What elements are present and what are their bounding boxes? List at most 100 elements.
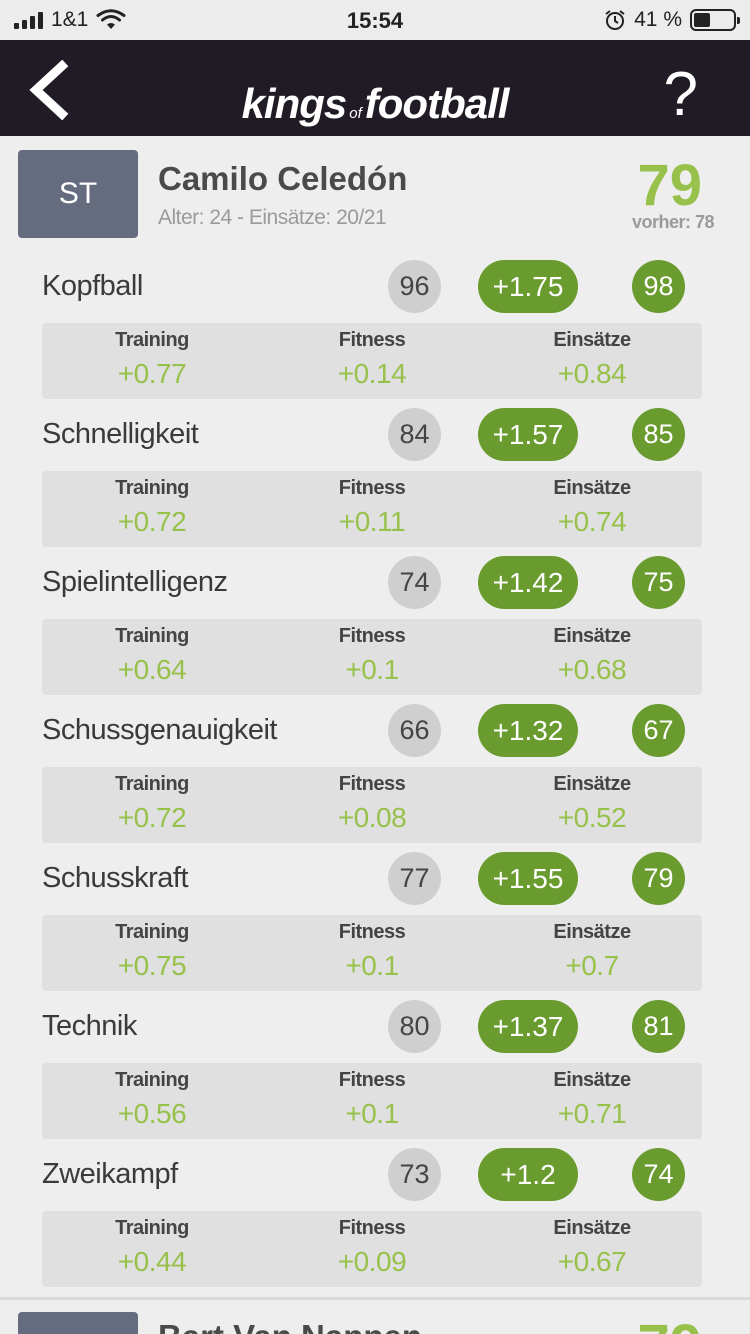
breakdown-panel: Training +0.44 Fitness +0.09 Einsätze +0.67 xyxy=(42,1211,702,1287)
attribute-name: Schnelligkeit xyxy=(42,418,199,450)
previous-rating: vorher: 78 xyxy=(631,212,715,232)
attribute-name: Schusskraft xyxy=(42,862,189,894)
matches-value: +0.7 xyxy=(565,950,619,981)
app-logo: kings offootball xyxy=(0,80,750,128)
fitness-label: Fitness xyxy=(338,329,406,351)
training-value: +0.75 xyxy=(117,950,187,981)
current-value: 96 xyxy=(388,260,441,313)
fitness-label: Fitness xyxy=(338,773,406,795)
attribute-row: Zweikampf 73 +1.2 74 Training +0.44 Fitne… xyxy=(0,1144,750,1292)
wifi-icon xyxy=(96,9,126,29)
status-left: 1&1 xyxy=(14,8,126,32)
battery-percent: 41 % xyxy=(634,8,682,31)
matches-label: Einsätze xyxy=(553,1069,631,1091)
position-badge: ST xyxy=(18,150,138,238)
breakdown-panel: Training +0.56 Fitness +0.1 Einsätze +0.71 xyxy=(42,1063,702,1139)
attribute-name: Spielintelligenz xyxy=(42,566,228,598)
fitness-label: Fitness xyxy=(338,921,406,943)
training-label: Training xyxy=(115,1069,189,1091)
training-value: +0.72 xyxy=(117,506,187,537)
status-right: 41 % xyxy=(604,8,740,32)
matches-label: Einsätze xyxy=(553,1217,631,1239)
status-bar: 1&1 15:54 41 % xyxy=(0,0,750,40)
help-button[interactable]: ? xyxy=(663,60,698,129)
attribute-name: Technik xyxy=(42,1010,137,1042)
logo-word-kings: kings xyxy=(241,80,348,127)
next-player-name[interactable]: Bart Van Nappen xyxy=(158,1318,422,1334)
training-value: +0.44 xyxy=(117,1246,187,1277)
attribute-name: Schussgenauigkeit xyxy=(42,714,277,746)
nav-bar: kings offootball ? xyxy=(0,40,750,136)
attribute-row: Schnelligkeit 84 +1.57 85 Training +0.72 … xyxy=(0,404,750,552)
attribute-row: Spielintelligenz 74 +1.42 75 Training +0.… xyxy=(0,552,750,700)
current-value: 84 xyxy=(388,408,441,461)
attribute-row: Schussgenauigkeit 66 +1.32 67 Training +0… xyxy=(0,700,750,848)
breakdown-panel: Training +0.75 Fitness +0.1 Einsätze +0.7 xyxy=(42,915,702,991)
training-label: Training xyxy=(115,477,189,499)
logo-word-football: football xyxy=(364,80,510,127)
new-value: 85 xyxy=(632,408,685,461)
fitness-value: +0.09 xyxy=(337,1246,407,1277)
matches-label: Einsätze xyxy=(553,773,631,795)
back-button[interactable] xyxy=(22,60,82,120)
delta-pill: +1.42 xyxy=(478,556,578,609)
breakdown-panel: Training +0.72 Fitness +0.11 Einsätze +0.74 xyxy=(42,471,702,547)
fitness-label: Fitness xyxy=(338,1069,406,1091)
attribute-name: Kopfball xyxy=(42,270,143,302)
player-meta: Alter: 24 - Einsätze: 20/21 xyxy=(158,206,387,229)
matches-value: +0.71 xyxy=(557,1098,627,1129)
carrier-label: 1&1 xyxy=(51,8,89,31)
card-divider xyxy=(0,1297,750,1300)
training-label: Training xyxy=(115,921,189,943)
training-label: Training xyxy=(115,329,189,351)
next-position-badge[interactable] xyxy=(18,1312,138,1334)
matches-value: +0.52 xyxy=(557,802,627,833)
current-value: 66 xyxy=(388,704,441,757)
matches-value: +0.68 xyxy=(557,654,627,685)
new-value: 98 xyxy=(632,260,685,313)
new-value: 81 xyxy=(632,1000,685,1053)
new-value: 75 xyxy=(632,556,685,609)
matches-value: +0.67 xyxy=(557,1246,627,1277)
breakdown-panel: Training +0.64 Fitness +0.1 Einsätze +0.68 xyxy=(42,619,702,695)
delta-pill: +1.37 xyxy=(478,1000,578,1053)
delta-pill: +1.75 xyxy=(478,260,578,313)
current-value: 77 xyxy=(388,852,441,905)
training-value: +0.64 xyxy=(117,654,187,685)
delta-pill: +1.57 xyxy=(478,408,578,461)
new-value: 74 xyxy=(632,1148,685,1201)
fitness-value: +0.1 xyxy=(345,1098,399,1129)
matches-label: Einsätze xyxy=(553,921,631,943)
training-label: Training xyxy=(115,625,189,647)
delta-pill: +1.32 xyxy=(478,704,578,757)
status-time: 15:54 xyxy=(346,8,404,33)
matches-value: +0.84 xyxy=(557,358,627,389)
training-value: +0.72 xyxy=(117,802,187,833)
attribute-row: Technik 80 +1.37 81 Training +0.56 Fitnes… xyxy=(0,996,750,1144)
matches-label: Einsätze xyxy=(553,625,631,647)
alarm-icon xyxy=(605,10,625,30)
matches-label: Einsätze xyxy=(553,329,631,351)
fitness-value: +0.1 xyxy=(345,654,399,685)
new-value: 79 xyxy=(632,852,685,905)
fitness-value: +0.11 xyxy=(338,506,406,537)
attribute-row: Kopfball 96 +1.75 98 Training +0.77 Fitne… xyxy=(0,256,750,404)
matches-value: +0.74 xyxy=(557,506,627,537)
training-label: Training xyxy=(115,773,189,795)
current-value: 73 xyxy=(388,1148,441,1201)
overall-rating: 79 xyxy=(637,153,702,218)
attribute-name: Zweikampf xyxy=(42,1158,178,1190)
next-overall-rating: 79 xyxy=(637,1312,702,1334)
current-value: 74 xyxy=(388,556,441,609)
training-value: +0.56 xyxy=(117,1098,187,1129)
new-value: 67 xyxy=(632,704,685,757)
fitness-value: +0.1 xyxy=(345,950,399,981)
breakdown-panel: Training +0.72 Fitness +0.08 Einsätze +0.52 xyxy=(42,767,702,843)
fitness-label: Fitness xyxy=(338,477,406,499)
fitness-label: Fitness xyxy=(338,1217,406,1239)
delta-pill: +1.2 xyxy=(478,1148,578,1201)
current-value: 80 xyxy=(388,1000,441,1053)
attribute-row: Schusskraft 77 +1.55 79 Training +0.75 Fi… xyxy=(0,848,750,996)
battery-icon xyxy=(690,9,740,31)
battery-fill xyxy=(694,13,710,27)
